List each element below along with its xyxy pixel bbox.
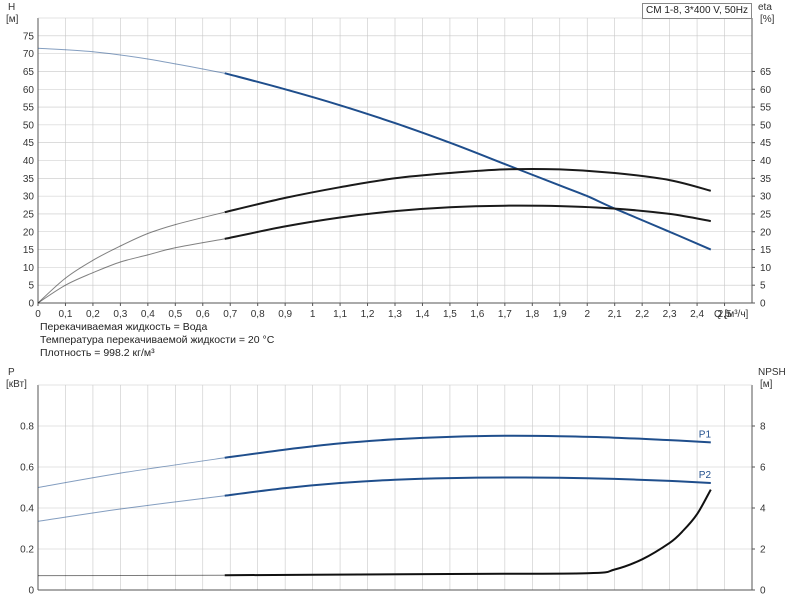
y-tick-label-left: 65 (23, 67, 35, 78)
curve-eta-extended (37, 211, 225, 304)
x-tick-label: 2,2 (635, 309, 649, 320)
y-tick-label-right: 4 (760, 504, 766, 515)
y-tick-label-left: 60 (23, 85, 35, 96)
x-tick-label: 2 (584, 309, 590, 320)
x-tick-label: 1,3 (388, 309, 402, 320)
curve-NPSH (224, 489, 712, 577)
series-label-P2: P2 (699, 470, 712, 481)
y-axis-label-left: H (8, 2, 15, 13)
y-tick-label-right: 60 (760, 85, 772, 96)
curve-P1-extended (37, 457, 225, 488)
y-axis-unit-right: [м] (760, 379, 773, 390)
y-tick-label-right: 15 (760, 245, 772, 256)
x-tick-label: 0,2 (86, 309, 100, 320)
y-tick-label-left: 40 (23, 156, 35, 167)
x-tick-label: 0,3 (113, 309, 127, 320)
y-axis-unit-left: [кВт] (6, 379, 27, 390)
x-tick-label: 0 (35, 309, 41, 320)
y-tick-label-left: 0 (28, 586, 34, 597)
chart-title: CM 1-8, 3*400 V, 50Hz (642, 3, 752, 19)
x-tick-label: 1,1 (333, 309, 347, 320)
x-tick-label: 0,8 (251, 309, 265, 320)
y-tick-label-left: 50 (23, 120, 35, 131)
y-tick-label-right: 45 (760, 138, 772, 149)
curve-P2 (224, 476, 711, 497)
y-tick-label-left: 0.6 (20, 463, 34, 474)
x-tick-label: 2,3 (663, 309, 677, 320)
x-tick-label: 2,4 (690, 309, 704, 320)
y-tick-label-left: 10 (23, 263, 35, 274)
curve-H (224, 72, 712, 251)
curve-eta (224, 167, 712, 214)
liquid-info: Перекачиваемая жидкость = Вода (40, 321, 208, 333)
y-tick-label-left: 20 (23, 227, 35, 238)
y-tick-label-right: 0 (760, 586, 766, 597)
y-tick-label-right: 20 (760, 227, 772, 238)
y-tick-label-left: 25 (23, 209, 35, 220)
x-tick-label: 1,6 (470, 309, 484, 320)
y-tick-label-right: 2 (760, 545, 766, 556)
series-label-P1: P1 (699, 429, 712, 440)
y-tick-label-right: 10 (760, 263, 772, 274)
x-axis-label: Q [м³/ч] (714, 309, 749, 320)
y-tick-label-left: 5 (28, 281, 34, 292)
y-tick-label-right: 40 (760, 156, 772, 167)
x-tick-label: 1,7 (498, 309, 512, 320)
x-tick-label: 1,2 (361, 309, 375, 320)
y-tick-label-right: 5 (760, 281, 766, 292)
x-tick-label: 0,1 (59, 309, 73, 320)
curve-P2-extended (37, 495, 225, 522)
x-tick-label: 1,9 (553, 309, 567, 320)
curve-H-extended (37, 47, 225, 74)
x-tick-label: 2,1 (608, 309, 622, 320)
y-tick-label-left: 70 (23, 49, 35, 60)
y-axis-label-right: NPSH (758, 367, 786, 378)
y-tick-label-left: 45 (23, 138, 35, 149)
x-tick-label: 0,7 (223, 309, 237, 320)
y-axis-label-right: eta (758, 2, 772, 13)
y-tick-label-right: 0 (760, 299, 766, 310)
y-tick-label-right: 6 (760, 463, 766, 474)
y-tick-label-right: 55 (760, 103, 772, 114)
x-tick-label: 0,4 (141, 309, 155, 320)
y-axis-unit-left: [м] (6, 14, 19, 25)
x-tick-label: 0,6 (196, 309, 210, 320)
y-tick-label-left: 30 (23, 192, 35, 203)
y-tick-label-right: 8 (760, 422, 766, 433)
y-tick-label-left: 0 (28, 299, 34, 310)
y-tick-label-right: 35 (760, 174, 772, 185)
x-tick-label: 1 (310, 309, 316, 320)
y-tick-label-right: 65 (760, 67, 772, 78)
temperature-info: Температура перекачиваемой жидкости = 20… (40, 334, 275, 346)
y-tick-label-left: 35 (23, 174, 35, 185)
x-tick-label: 1,8 (525, 309, 539, 320)
curve-P1 (224, 434, 711, 459)
y-tick-label-left: 0.8 (20, 422, 34, 433)
x-tick-label: 0,5 (168, 309, 182, 320)
y-tick-label-right: 30 (760, 192, 772, 203)
y-tick-label-left: 0.2 (20, 545, 34, 556)
x-tick-label: 0,9 (278, 309, 292, 320)
x-tick-label: 1,5 (443, 309, 457, 320)
x-tick-label: 1,4 (416, 309, 430, 320)
y-tick-label-left: 0.4 (20, 504, 34, 515)
density-info: Плотность = 998.2 кг/м³ (40, 347, 155, 359)
y-tick-label-left: 75 (23, 31, 35, 42)
y-tick-label-right: 25 (760, 209, 772, 220)
y-tick-label-left: 15 (23, 245, 35, 256)
y-axis-label-left: P (8, 367, 15, 378)
y-tick-label-left: 55 (23, 103, 35, 114)
y-axis-unit-right: [%] (760, 14, 775, 25)
x-tick-label: 2,5 (718, 309, 732, 320)
curve-eta2-extended (37, 238, 225, 304)
y-tick-label-right: 50 (760, 120, 772, 131)
curve-eta2 (224, 204, 711, 240)
